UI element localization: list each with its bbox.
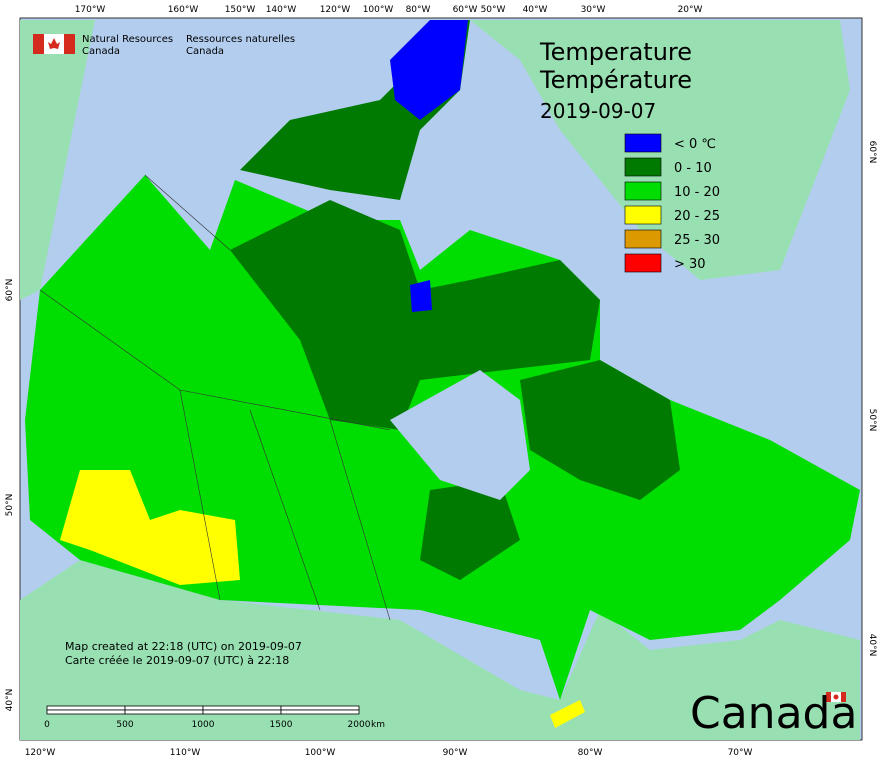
scale-tick: 0 xyxy=(44,720,50,730)
longitude-label: 40°W xyxy=(523,5,548,15)
scale-segment xyxy=(202,709,282,715)
legend-swatch xyxy=(624,181,662,201)
latitude-label: 50°N xyxy=(867,409,877,432)
legend-label: 20 - 25 xyxy=(674,209,720,224)
longitude-label: 170°W xyxy=(75,5,106,15)
credit: Map created at 22:18 (UTC) on 2019-09-07 xyxy=(65,640,302,653)
legend-swatch xyxy=(624,253,662,273)
scale-tick: 1000 xyxy=(192,720,215,730)
legend-label: 25 - 30 xyxy=(674,233,720,248)
agency-en: Canada xyxy=(82,46,120,57)
longitude-label: 50°W xyxy=(481,5,506,15)
legend-swatch xyxy=(624,205,662,225)
scale-segment xyxy=(46,705,126,711)
latitude-label: 40°N xyxy=(5,689,15,712)
ellesmere-cold xyxy=(390,20,468,120)
longitude-label: 30°W xyxy=(581,5,606,15)
longitude-label: 70°W xyxy=(728,748,753,758)
map-title: Temperature xyxy=(539,38,692,66)
canada-cool-north xyxy=(230,200,600,430)
scale-tick: 2000 xyxy=(348,720,371,730)
scale-segment xyxy=(280,709,360,715)
latitude-label: 40°N xyxy=(867,634,877,657)
scale-segment xyxy=(202,705,282,711)
longitude-label: 120°W xyxy=(320,5,351,15)
wordmark-flag xyxy=(826,692,846,702)
scale-tick: 1500 xyxy=(270,720,293,730)
longitude-label: 20°W xyxy=(678,5,703,15)
latitude-label: 60°N xyxy=(5,279,15,302)
scale-segment xyxy=(124,709,204,715)
longitude-label: 110°W xyxy=(170,748,201,758)
legend-swatch xyxy=(624,133,662,153)
longitude-label: 100°W xyxy=(305,748,336,758)
longitude-label: 150°W xyxy=(225,5,256,15)
agency-fr: Ressources naturelles xyxy=(186,34,295,45)
legend-label: 10 - 20 xyxy=(674,185,720,200)
latitude-label: 60°N xyxy=(867,141,877,164)
scale-segment xyxy=(46,709,126,715)
longitude-label: 100°W xyxy=(363,5,394,15)
scale-unit: km xyxy=(371,720,385,730)
longitude-label: 60°W xyxy=(453,5,478,15)
map-title: 2019-09-07 xyxy=(540,99,656,123)
scale-segment xyxy=(280,705,360,711)
legend-swatch xyxy=(624,157,662,177)
alaska xyxy=(20,20,95,300)
agency-en: Natural Resources xyxy=(82,34,173,45)
longitude-label: 160°W xyxy=(168,5,199,15)
cold-patch xyxy=(410,280,432,312)
usa xyxy=(20,560,860,740)
legend-label: > 30 xyxy=(674,257,706,272)
scale-tick: 500 xyxy=(116,720,133,730)
longitude-label: 80°W xyxy=(578,748,603,758)
longitude-label: 80°W xyxy=(406,5,431,15)
labrador-cool xyxy=(520,360,680,500)
arctic-islands xyxy=(240,20,470,200)
agency-fr: Canada xyxy=(186,46,224,57)
map-title: Température xyxy=(539,66,692,94)
longitude-label: 140°W xyxy=(266,5,297,15)
longitude-label: 120°W xyxy=(25,748,56,758)
warm-region xyxy=(60,470,240,585)
legend-label: < 0 ℃ xyxy=(674,137,716,152)
wordmark: Canada xyxy=(690,688,857,739)
credit: Carte créée le 2019-09-07 (UTC) à 22:18 xyxy=(65,654,289,667)
flag-logo xyxy=(33,34,75,54)
legend-swatch xyxy=(624,229,662,249)
provincial-borders xyxy=(39,174,391,621)
legend-label: 0 - 10 xyxy=(674,161,712,176)
ontario-cool xyxy=(420,480,520,580)
longitude-label: 90°W xyxy=(443,748,468,758)
scale-segment xyxy=(124,705,204,711)
warm-ontario xyxy=(550,700,585,728)
hudson-bay xyxy=(390,370,530,500)
latitude-label: 50°N xyxy=(5,494,15,517)
